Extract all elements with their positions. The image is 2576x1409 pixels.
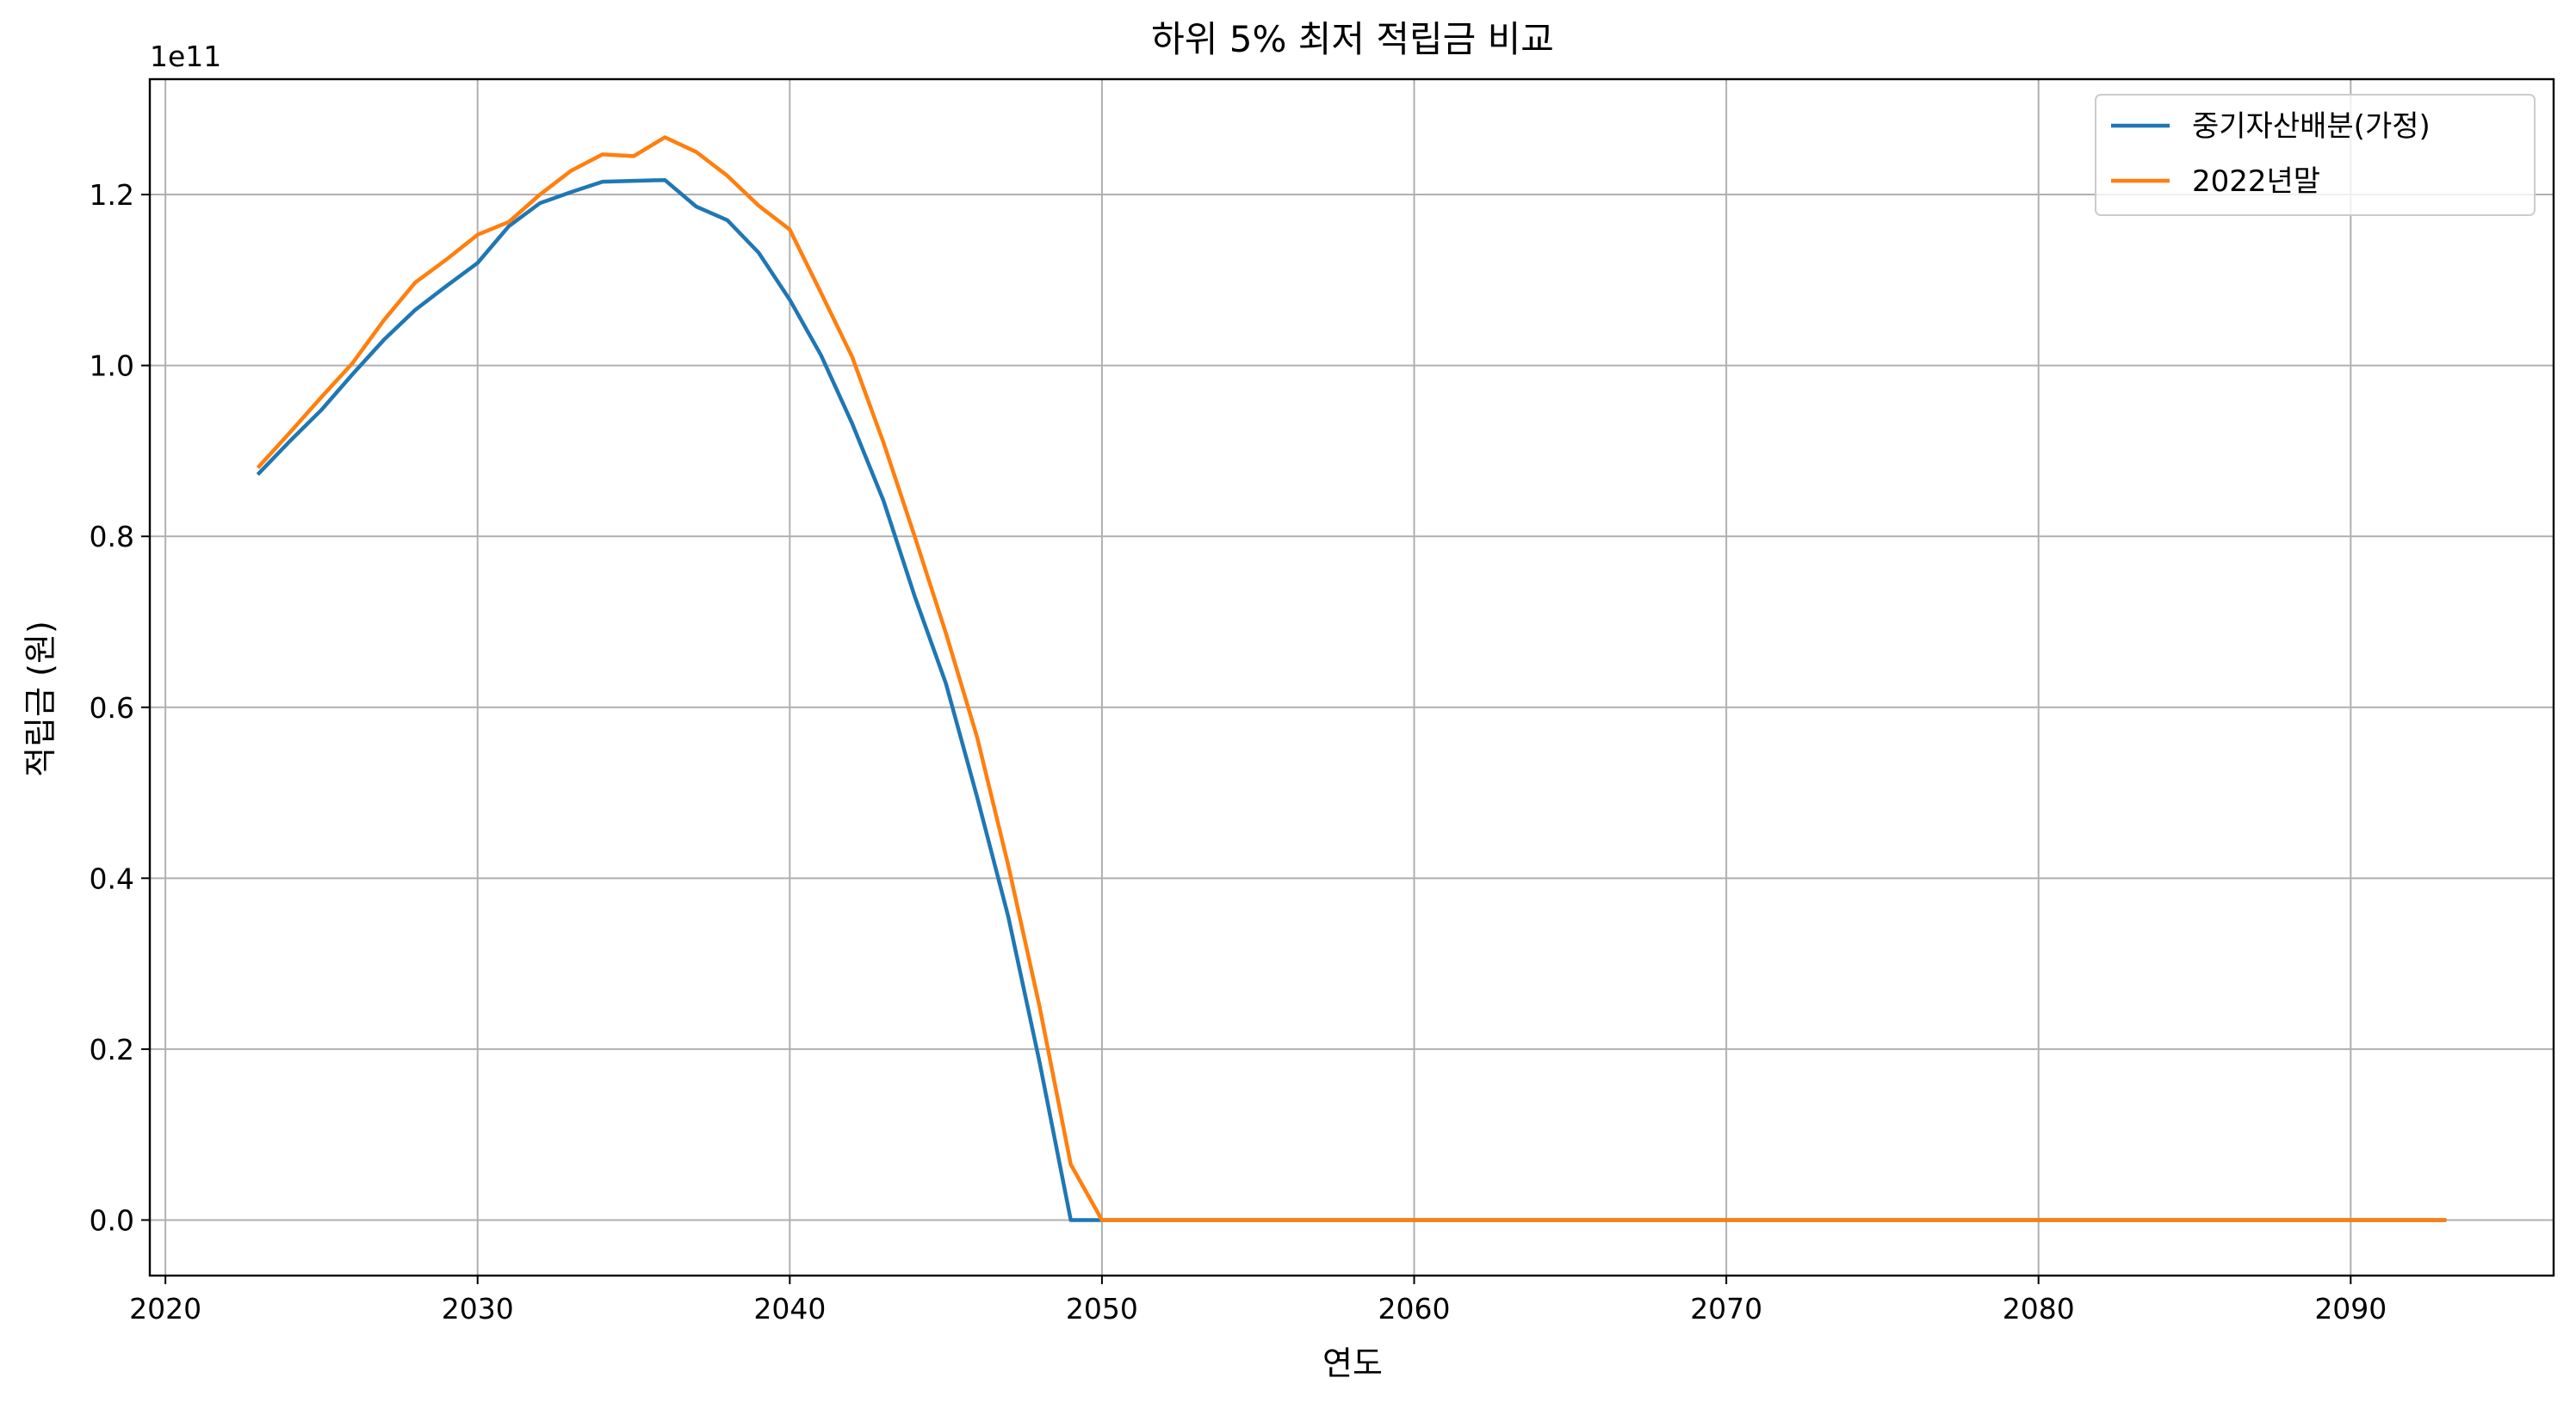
x-axis-ticks: 2020 2030 2040 2050 2060 2070 2080 2090 xyxy=(129,1276,2387,1326)
y-tick-label: 0.0 xyxy=(90,1203,134,1237)
series-line-2 xyxy=(256,135,2447,1222)
x-tick-label: 2030 xyxy=(442,1292,514,1326)
x-tick-label: 2040 xyxy=(753,1292,826,1326)
x-tick-label: 2070 xyxy=(1690,1292,1762,1326)
y-axis-label: 적립금 (원) xyxy=(22,621,59,777)
x-tick-label: 2080 xyxy=(2003,1292,2075,1326)
y-axis-offset-label: 1e11 xyxy=(150,40,221,73)
y-tick-label: 1.0 xyxy=(90,349,134,383)
plot-frame xyxy=(148,77,2555,1277)
y-tick-label: 1.2 xyxy=(90,178,134,212)
legend-label: 2022년말 xyxy=(2192,164,2320,199)
x-tick-label: 2060 xyxy=(1378,1292,1451,1326)
x-axis-label: 연도 xyxy=(1322,1344,1383,1382)
y-tick-label: 0.6 xyxy=(90,691,134,725)
y-gridlines xyxy=(150,194,2554,1221)
x-tick-label: 2020 xyxy=(129,1292,201,1326)
y-tick-label: 0.8 xyxy=(90,520,134,553)
y-tick-label: 0.2 xyxy=(90,1033,134,1066)
legend-box xyxy=(2095,94,2536,216)
legend-label: 중기자산배분(가정) xyxy=(2192,109,2430,144)
x-gridlines xyxy=(164,79,2352,1276)
legend: 중기자산배분(가정) 2022년말 xyxy=(2095,94,2536,216)
y-tick-label: 0.4 xyxy=(90,862,134,895)
y-axis-ticks: 0.0 0.2 0.4 0.6 0.8 1.0 1.2 xyxy=(90,178,150,1237)
x-tick-label: 2050 xyxy=(1066,1292,1138,1326)
x-tick-label: 2090 xyxy=(2314,1292,2387,1326)
series-layer xyxy=(256,135,2447,1222)
chart-title: 하위 5% 최저 적립금 비교 xyxy=(1151,18,1554,60)
